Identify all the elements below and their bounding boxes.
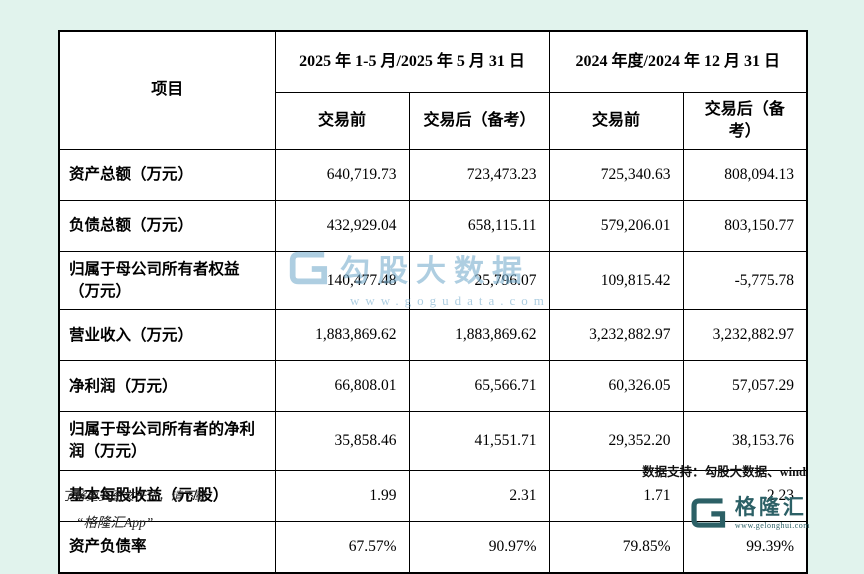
cell-value: 90.97%	[408, 520, 550, 574]
promo-line-2: “格隆汇App”	[76, 515, 154, 530]
cell-value: 65,566.71	[408, 360, 550, 413]
cell-value: 140,477.48	[274, 250, 410, 311]
cell-value: 109,815.42	[548, 250, 684, 311]
row-item-label: 负债总额（万元）	[58, 200, 276, 252]
cell-value: 658,115.11	[408, 200, 550, 252]
cell-value: 2.31	[408, 469, 550, 522]
cell-value: 803,150.77	[682, 200, 808, 252]
cell-value: 60,326.05	[548, 360, 684, 413]
subheader-2025-post: 交易后（备考）	[408, 92, 550, 150]
cell-value: 1,883,869.62	[274, 309, 410, 362]
cell-value: 579,206.01	[548, 200, 684, 252]
brand-logo: 格隆汇 www.gelonghui.com	[688, 494, 810, 532]
cell-value: 3,232,882.97	[548, 309, 684, 362]
brand-url: www.gelonghui.com	[734, 520, 810, 530]
cell-value: 1,883,869.62	[408, 309, 550, 362]
period-header-2024: 2024 年度/2024 年 12 月 31 日	[548, 30, 808, 93]
table-row: 负债总额（万元） 432,929.04 658,115.11 579,206.0…	[58, 200, 808, 252]
promo-text: 了解更多图文干货，请下载 “格隆汇App”	[62, 489, 206, 532]
table-row: 归属于母公司所有者权益（万元） 140,477.48 25,796.07 109…	[58, 250, 808, 311]
data-source-note: 数据支持：勾股大数据、wind	[642, 465, 806, 479]
promo-line-1: 了解更多图文干货，请下载	[62, 489, 207, 503]
cell-value: 1.99	[274, 469, 410, 522]
subheader-2024-pre: 交易前	[548, 92, 684, 150]
table-row: 营业收入（万元） 1,883,869.62 1,883,869.62 3,232…	[58, 309, 808, 362]
cell-value: 723,473.23	[408, 149, 550, 201]
row-item-label: 资产总额（万元）	[58, 149, 276, 201]
cell-value: 41,551.71	[408, 411, 550, 471]
cell-value: 808,094.13	[682, 149, 808, 201]
cell-value: 29,352.20	[548, 411, 684, 471]
table-row: 资产总额（万元） 640,719.73 723,473.23 725,340.6…	[58, 149, 808, 201]
cell-value: 25,796.07	[408, 250, 550, 311]
cell-value: 66,808.01	[274, 360, 410, 413]
cell-value: 35,858.46	[274, 411, 410, 471]
subheader-2024-post: 交易后（备考）	[682, 92, 808, 150]
gelonghui-logo-icon	[691, 498, 726, 528]
cell-value: 3,232,882.97	[682, 309, 808, 362]
cell-value: -5,775.78	[682, 250, 808, 311]
cell-value: 1.71	[548, 469, 684, 522]
row-item-label: 归属于母公司所有者的净利润（万元）	[58, 411, 276, 471]
table-row: 归属于母公司所有者的净利润（万元） 35,858.46 41,551.71 29…	[58, 411, 808, 471]
cell-value: 725,340.63	[548, 149, 684, 201]
cell-value: 38,153.76	[682, 411, 808, 471]
cell-value: 432,929.04	[274, 200, 410, 252]
table-row: 净利润（万元） 66,808.01 65,566.71 60,326.05 57…	[58, 360, 808, 413]
row-item-label: 净利润（万元）	[58, 360, 276, 413]
period-header-2025: 2025 年 1-5 月/2025 年 5 月 31 日	[274, 30, 550, 93]
cell-value: 57,057.29	[682, 360, 808, 413]
brand-name: 格隆汇	[734, 494, 807, 519]
table-row: 基本每股收益（元/股） 1.99 2.31 1.71 2.23	[58, 469, 808, 522]
cell-value: 640,719.73	[274, 149, 410, 201]
cell-value: 2.23	[682, 469, 808, 522]
brand-text-block: 格隆汇 www.gelonghui.com	[734, 494, 810, 530]
row-item-label: 基本每股收益（元/股）	[58, 469, 276, 522]
cell-value: 79.85%	[548, 520, 684, 574]
item-column-header: 项目	[58, 30, 276, 150]
financial-table: 项目 2025 年 1-5 月/2025 年 5 月 31 日 2024 年度/…	[58, 30, 809, 574]
row-item-label: 营业收入（万元）	[58, 309, 276, 362]
row-item-label: 归属于母公司所有者权益（万元）	[58, 250, 276, 311]
subheader-2025-pre: 交易前	[274, 92, 410, 150]
cell-value: 67.57%	[274, 520, 410, 574]
